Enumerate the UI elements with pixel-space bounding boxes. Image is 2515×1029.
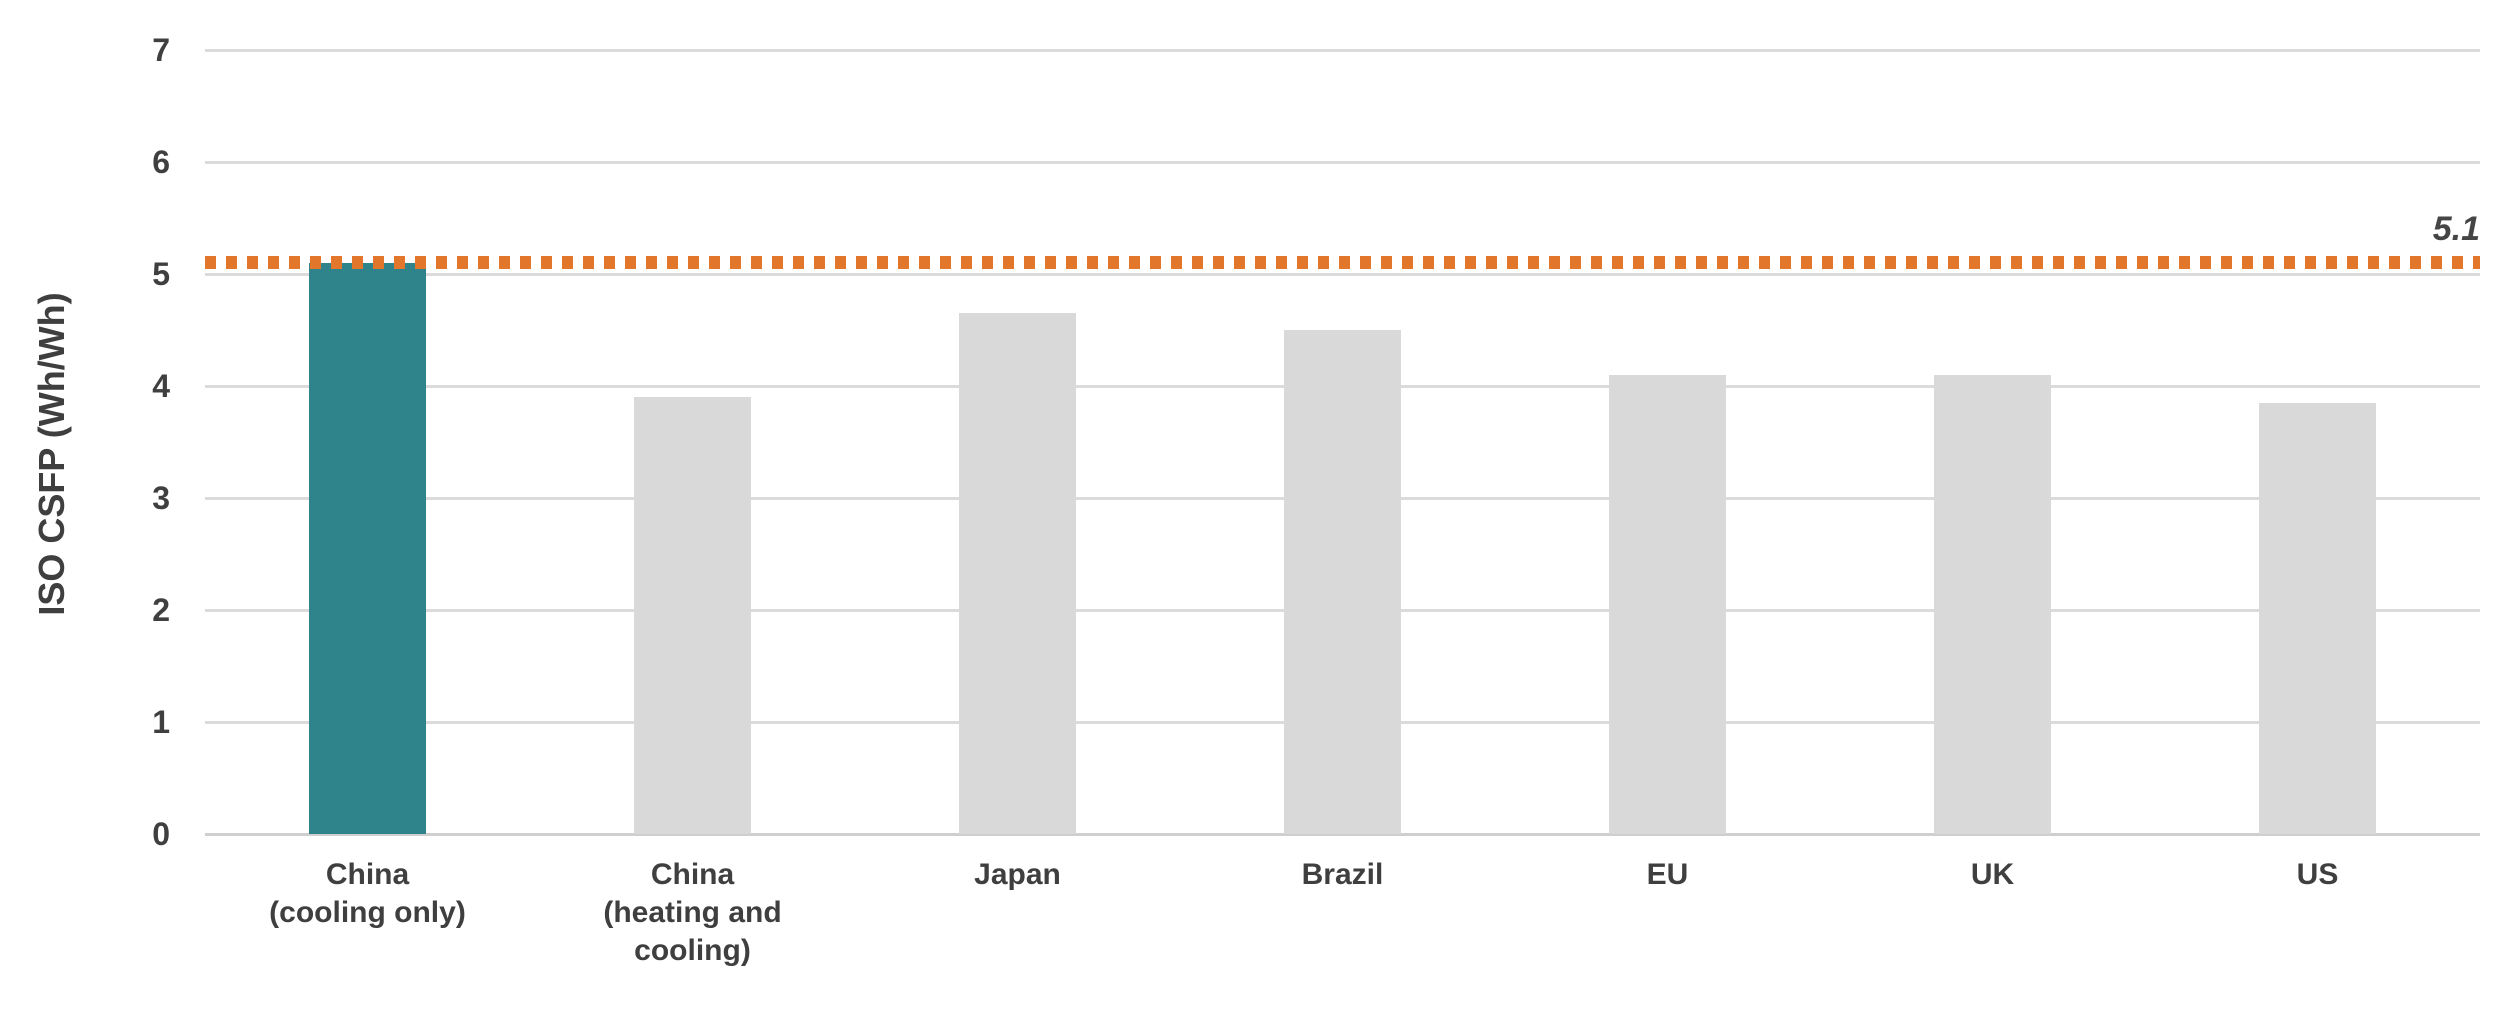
reference-line-label: 5.1 — [2432, 209, 2480, 248]
x-category-label-line: China — [325, 858, 410, 891]
x-category-label-line: Japan — [974, 858, 1061, 891]
y-tick-label: 4 — [152, 368, 170, 404]
x-category-label-line: EU — [1646, 858, 1689, 891]
bar-uk — [1934, 374, 2051, 834]
x-axis-line — [205, 832, 2480, 836]
x-category-label: US — [2155, 856, 2480, 894]
bar-japan — [959, 313, 1076, 834]
x-category-label-line: Brazil — [1301, 858, 1384, 891]
x-category-label-line: (heating and — [603, 896, 782, 929]
x-category-label: Japan — [855, 856, 1180, 894]
y-tick-label: 2 — [152, 592, 170, 628]
y-axis-title: ISO CSFP (Wh/Wh) — [31, 292, 72, 616]
reference-line — [205, 256, 2480, 270]
x-category-label-line: China — [650, 858, 735, 891]
x-category-label-line: (cooling only) — [269, 896, 466, 929]
x-category-label: Brazil — [1180, 856, 1505, 894]
y-tick-label: 1 — [152, 704, 170, 740]
gridline — [205, 272, 2480, 276]
bar-brazil — [1284, 330, 1401, 834]
y-tick-label: 0 — [152, 816, 170, 852]
bar-eu — [1609, 374, 1726, 834]
plot-area: 5.1 — [205, 48, 2480, 836]
x-category-label: UK — [1830, 856, 2155, 894]
x-category-label: EU — [1505, 856, 1830, 894]
y-tick-label: 6 — [152, 144, 170, 180]
x-category-label: China (cooling only) — [205, 856, 530, 932]
y-tick-label: 7 — [152, 32, 170, 68]
bar-china-heating-and-cooling — [634, 397, 751, 834]
y-tick-label: 3 — [152, 480, 170, 516]
x-category-label-line: US — [2296, 858, 2339, 891]
x-category-label-line: UK — [1970, 858, 2015, 891]
gridline — [205, 48, 2480, 52]
bar-china-cooling-only — [309, 262, 426, 834]
y-tick-label: 5 — [152, 256, 170, 292]
bar-us — [2259, 402, 2376, 834]
gridline — [205, 160, 2480, 164]
x-category-label-line: cooling) — [634, 934, 751, 967]
x-category-label: China (heating and cooling) — [530, 856, 855, 970]
